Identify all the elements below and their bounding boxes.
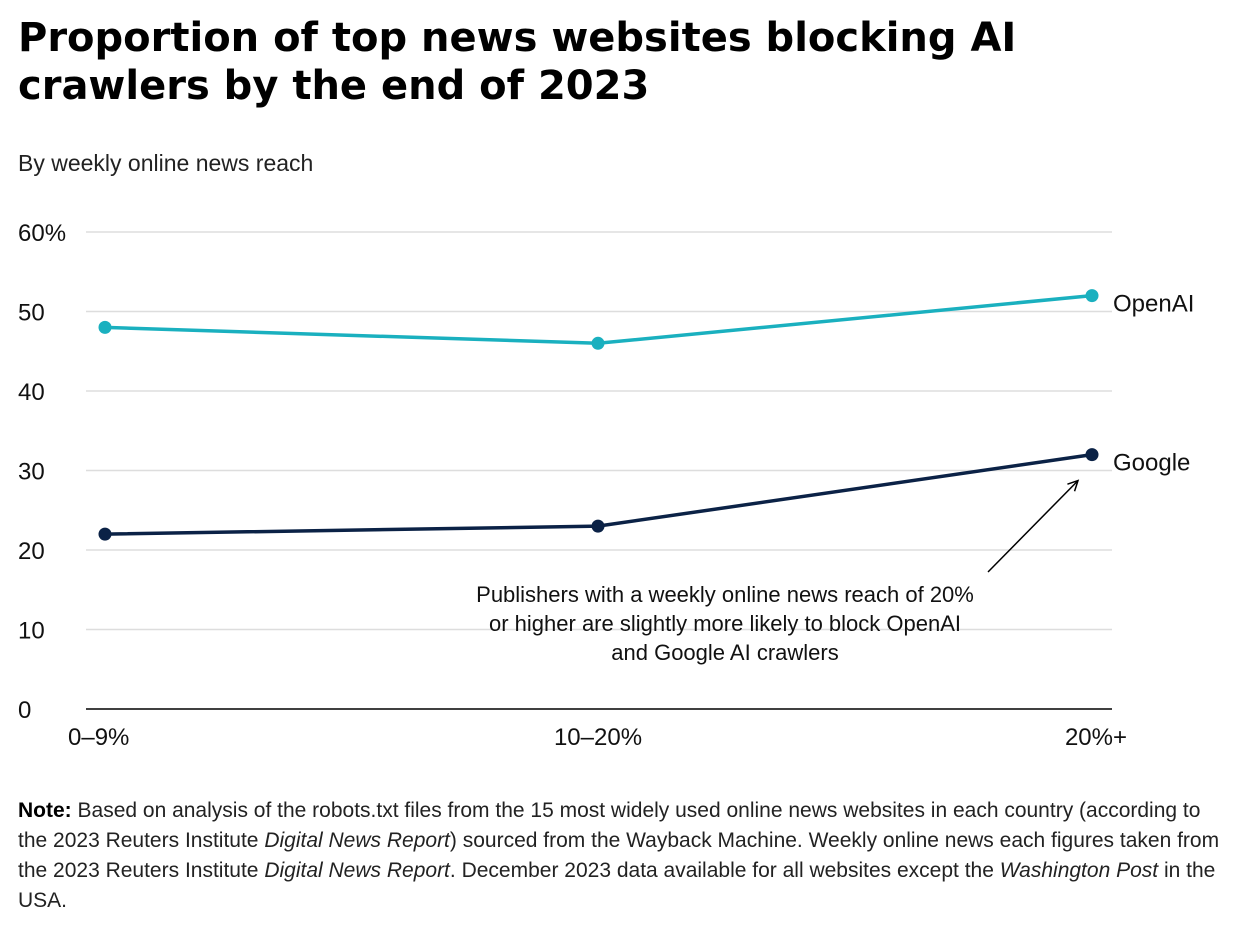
- note-italic-3: Washington Post: [999, 859, 1159, 882]
- data-point-google-0: [98, 527, 112, 541]
- y-axis-tick-labels: 0 10 20 30 40 50 60%: [18, 220, 66, 724]
- x-axis-tick-labels: 0–9% 10–20% 20%+: [68, 724, 1127, 751]
- chart-subtitle: By weekly online news reach: [18, 150, 314, 176]
- note-label: Note:: [18, 799, 72, 822]
- series-label-openai: OpenAI: [1113, 291, 1194, 318]
- annotation-text-line-2: or higher are slightly more likely to bl…: [489, 611, 961, 636]
- data-point-openai-1: [591, 336, 605, 350]
- series-line-openai: [104, 293, 1093, 346]
- note-text-2: ) sourced from the Wayback Machine. Week…: [18, 829, 1220, 882]
- chart-note: Note: Based on analysis of the robots.tx…: [18, 796, 1228, 916]
- y-tick-label-0: 0: [18, 697, 31, 724]
- y-tick-label-50: 50: [18, 300, 45, 327]
- chart-title: Proportion of top news websites blocking…: [18, 15, 1017, 109]
- annotation-arrow: [987, 479, 1080, 573]
- data-point-openai-0: [98, 320, 112, 334]
- x-tick-label-0: 0–9%: [68, 724, 129, 751]
- data-point-google-2: [1085, 448, 1099, 462]
- annotation-text-line-1: Publishers with a weekly online news rea…: [476, 582, 974, 607]
- data-point-google-1: [591, 519, 605, 533]
- data-point-openai-2: [1085, 289, 1099, 303]
- x-tick-label-2: 20%+: [1065, 724, 1127, 751]
- line-chart: 0 10 20 30 40 50 60% 0–9% 10–20% 20%+ OpenAI Goog…: [18, 220, 1194, 751]
- y-tick-label-30: 30: [18, 459, 45, 486]
- gridlines: [86, 231, 1112, 631]
- y-tick-label-60: 60%: [18, 220, 66, 247]
- x-tick-label-1: 10–20%: [554, 724, 642, 751]
- annotation-text-line-3: and Google AI crawlers: [611, 640, 838, 665]
- series-label-google: Google: [1113, 450, 1190, 477]
- y-tick-label-40: 40: [18, 379, 45, 406]
- y-tick-label-10: 10: [18, 618, 45, 645]
- y-tick-label-20: 20: [18, 538, 45, 565]
- note-text-4: in the USA.: [18, 859, 1216, 912]
- note-text-1: Based on analysis of the robots.txt file…: [18, 799, 1201, 852]
- annotation-group: Publishers with a weekly online news rea…: [476, 479, 1080, 665]
- series-group: OpenAI Google: [98, 289, 1194, 541]
- note-italic-1: Digital News Report: [264, 829, 450, 852]
- note-italic-2: Digital News Report: [264, 859, 450, 882]
- note-text-3: . December 2023 data available for all w…: [449, 859, 1000, 882]
